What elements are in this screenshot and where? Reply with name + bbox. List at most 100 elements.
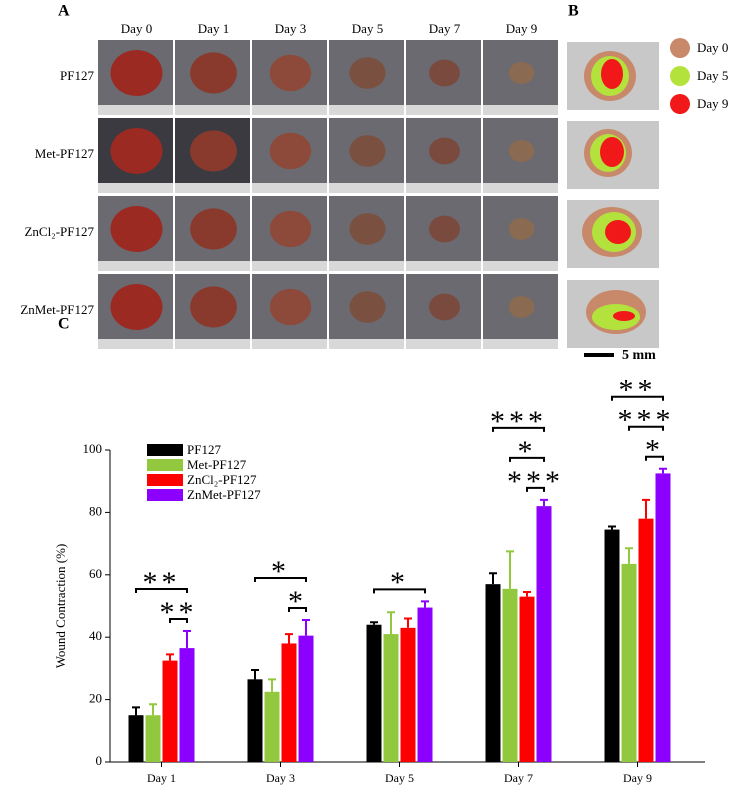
legend-label: ZnCl₂-PF127 [187, 472, 257, 487]
error-bar [608, 525, 616, 530]
error-bar [625, 547, 633, 564]
error-bar [421, 600, 429, 608]
legend-swatch [147, 459, 183, 471]
error-bar [387, 611, 395, 635]
bar [298, 635, 314, 762]
error-bar [251, 668, 259, 680]
y-tick-label: 40 [89, 628, 102, 643]
bar [162, 660, 178, 762]
significance-bracket [492, 426, 545, 432]
error-bar [540, 498, 548, 507]
ruler [98, 183, 173, 193]
column-label: Day 9 [506, 21, 537, 36]
ruler [483, 261, 558, 271]
bar [400, 627, 416, 762]
significance-label: * [390, 566, 409, 599]
ruler [252, 339, 327, 349]
bar [128, 715, 144, 762]
ruler [98, 339, 173, 349]
y-tick-label: 20 [89, 691, 102, 706]
row-label: Met-PF127 [35, 146, 95, 161]
significance-bracket [135, 587, 188, 593]
wound [110, 128, 163, 174]
panel-b [567, 42, 659, 357]
x-tick-label: Day 3 [266, 771, 295, 785]
significance-bracket [509, 456, 545, 462]
bar [536, 506, 552, 762]
legend-label: PF127 [187, 442, 221, 457]
error-bar [489, 572, 497, 585]
y-tick-label: 80 [89, 503, 102, 518]
legend-swatch [670, 38, 690, 58]
ruler [175, 105, 250, 115]
column-label: Day 7 [429, 21, 461, 36]
panel-label: A [58, 3, 70, 20]
bar [485, 584, 501, 762]
bar [179, 648, 195, 762]
row-label: PF127 [60, 68, 94, 83]
wound [269, 54, 312, 92]
x-tick-label: Day 1 [147, 771, 176, 785]
ruler [406, 105, 481, 115]
bar [519, 596, 535, 762]
wound [508, 218, 535, 240]
legend-label: Met-PF127 [187, 457, 247, 472]
error-bar [659, 467, 667, 474]
significance-label: * [645, 434, 664, 467]
significance-bracket [628, 425, 664, 431]
wound [110, 206, 163, 252]
bar [383, 634, 399, 762]
bar [417, 607, 433, 762]
ruler [483, 339, 558, 349]
ruler [98, 105, 173, 115]
scale-bar [584, 353, 614, 357]
significance-label: *** [490, 405, 547, 438]
wound [349, 57, 386, 89]
significance-label: *** [507, 465, 564, 498]
wound [508, 140, 535, 162]
ruler [175, 183, 250, 193]
wound [429, 59, 460, 87]
significance-label: ** [619, 374, 657, 407]
y-tick-label: 100 [83, 441, 103, 456]
error-bar [302, 619, 310, 636]
error-bar [132, 706, 140, 716]
wound [269, 210, 312, 248]
wound [190, 286, 237, 328]
legend-label: Day 0 [697, 40, 728, 55]
significance-bracket [645, 455, 664, 461]
significance-label: ** [143, 566, 181, 599]
ruler [252, 105, 327, 115]
ruler [252, 183, 327, 193]
error-bar [183, 629, 191, 649]
error-bar [523, 590, 531, 597]
bar [621, 563, 637, 762]
legend-swatch [147, 489, 183, 501]
x-tick-label: Day 7 [504, 771, 533, 785]
bar [281, 643, 297, 762]
significance-bracket [611, 395, 664, 401]
wound [349, 291, 386, 323]
ruler [175, 261, 250, 271]
error-bar [166, 653, 174, 661]
ruler [483, 105, 558, 115]
wound [190, 52, 237, 94]
bar [366, 624, 382, 762]
wound [110, 284, 163, 330]
error-bar [149, 703, 157, 716]
legend-swatch [147, 474, 183, 486]
significance-label: * [288, 585, 307, 618]
bar [264, 691, 280, 762]
row-label: ZnCl₂-PF127 [24, 224, 94, 239]
y-tick-label: 0 [96, 753, 103, 768]
ruler [406, 261, 481, 271]
x-tick-label: Day 5 [385, 771, 414, 785]
legend-swatch [670, 94, 690, 114]
row-label: ZnMet-PF127 [20, 302, 94, 317]
ruler [175, 339, 250, 349]
wound [429, 137, 460, 165]
y-axis-label: Wound Contraction (%) [53, 544, 68, 669]
bar [638, 518, 654, 762]
legend-label: Day 9 [697, 96, 728, 111]
